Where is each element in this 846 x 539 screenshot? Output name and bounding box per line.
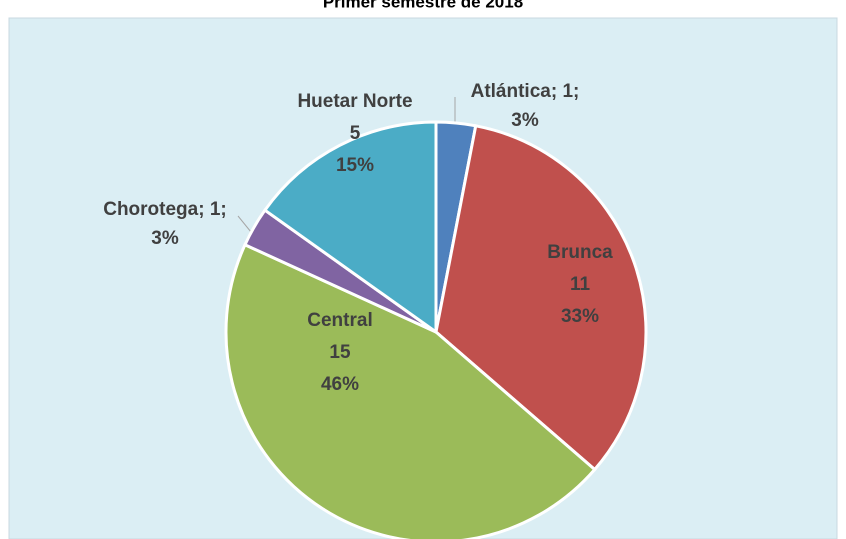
percent-label: 46% (321, 374, 359, 395)
data-label: Atlántica; 1; (471, 81, 580, 102)
chart-title: Primer semestre de 2018 (323, 0, 523, 11)
percent-label: 33% (561, 306, 599, 327)
category-label: Brunca (547, 242, 613, 263)
category-label: Atlántica (471, 81, 552, 102)
percent-label: 15% (336, 155, 374, 176)
value-label: 1 (210, 199, 221, 220)
percent-label: 3% (511, 110, 539, 131)
percent-label: 3% (151, 228, 179, 249)
label-separator: ; (220, 199, 226, 220)
data-label: Chorotega; 1; (103, 199, 227, 220)
value-label: 15 (329, 342, 351, 363)
label-separator: ; (573, 81, 579, 102)
pie-slice (262, 120, 438, 335)
leader-line (237, 215, 252, 233)
label-separator: ; (551, 81, 557, 102)
category-label: Huetar Norte (297, 91, 412, 112)
pie-slice (434, 124, 648, 472)
value-label: 11 (570, 274, 591, 295)
label-separator: ; (198, 199, 204, 220)
pie-slice (224, 242, 597, 539)
value-label: 1 (562, 81, 573, 102)
value-label: 5 (350, 123, 361, 144)
category-label: Chorotega (103, 199, 198, 220)
category-label: Central (307, 310, 372, 331)
